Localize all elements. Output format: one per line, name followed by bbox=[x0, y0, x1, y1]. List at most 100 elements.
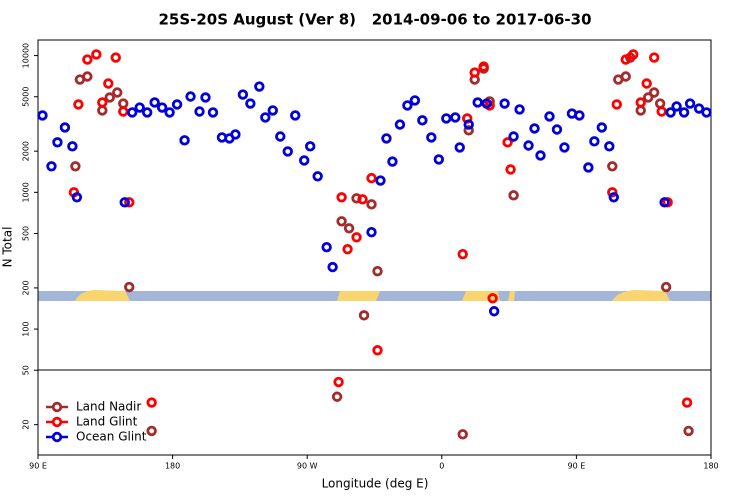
point bbox=[254, 81, 265, 92]
series bbox=[37, 81, 712, 317]
point bbox=[635, 97, 646, 108]
point bbox=[91, 49, 102, 60]
point bbox=[463, 119, 474, 130]
point bbox=[457, 248, 468, 260]
point bbox=[282, 146, 293, 157]
point bbox=[103, 78, 114, 89]
point bbox=[237, 89, 249, 100]
point bbox=[678, 107, 690, 118]
point bbox=[574, 110, 585, 121]
point bbox=[37, 110, 48, 121]
point bbox=[127, 107, 138, 118]
point bbox=[441, 113, 452, 124]
point bbox=[551, 124, 563, 135]
point bbox=[535, 150, 546, 161]
point bbox=[343, 223, 355, 234]
point bbox=[171, 99, 183, 110]
point bbox=[245, 98, 256, 109]
point bbox=[164, 107, 175, 118]
point bbox=[701, 107, 712, 118]
point bbox=[156, 102, 168, 113]
point bbox=[179, 135, 190, 146]
point bbox=[141, 107, 153, 118]
point bbox=[659, 197, 670, 208]
point bbox=[478, 61, 489, 72]
point bbox=[149, 97, 160, 108]
point bbox=[381, 133, 392, 144]
point bbox=[124, 197, 135, 208]
point bbox=[417, 115, 428, 126]
point bbox=[589, 136, 600, 147]
point bbox=[321, 241, 332, 253]
y-tick-label: 200 bbox=[22, 280, 31, 295]
point bbox=[97, 97, 108, 108]
point bbox=[508, 131, 519, 142]
point bbox=[469, 67, 480, 78]
point bbox=[207, 107, 219, 118]
point bbox=[523, 140, 534, 151]
x-tick-label: 90 W bbox=[297, 462, 318, 471]
point bbox=[648, 52, 660, 63]
point bbox=[331, 391, 343, 402]
point bbox=[70, 161, 81, 172]
point bbox=[333, 376, 344, 388]
legend-label: Land Nadir bbox=[76, 400, 141, 414]
point bbox=[304, 141, 316, 152]
point bbox=[683, 425, 694, 437]
point bbox=[559, 142, 570, 153]
point bbox=[665, 107, 676, 118]
point bbox=[463, 125, 474, 136]
point bbox=[230, 129, 241, 140]
point bbox=[67, 141, 78, 152]
point bbox=[336, 216, 347, 227]
point bbox=[611, 99, 622, 110]
point bbox=[267, 105, 279, 116]
point bbox=[472, 97, 483, 108]
point bbox=[684, 98, 696, 109]
point bbox=[505, 164, 516, 175]
point bbox=[487, 293, 498, 304]
y-tick-label: 1000 bbox=[22, 182, 31, 202]
point bbox=[544, 111, 555, 122]
land-band bbox=[462, 291, 500, 301]
land-band bbox=[337, 291, 380, 301]
point bbox=[394, 119, 406, 130]
point bbox=[433, 154, 445, 165]
point bbox=[508, 190, 519, 201]
point bbox=[71, 192, 83, 203]
point bbox=[641, 78, 652, 89]
point bbox=[275, 131, 286, 142]
point bbox=[457, 429, 468, 440]
point bbox=[185, 91, 196, 102]
point bbox=[454, 142, 465, 153]
land-band bbox=[75, 290, 130, 301]
point bbox=[46, 161, 57, 172]
point bbox=[529, 123, 540, 134]
point bbox=[620, 71, 631, 82]
point bbox=[52, 137, 63, 148]
point bbox=[299, 155, 310, 166]
point bbox=[112, 87, 123, 98]
map-strip bbox=[38, 290, 711, 301]
land-band bbox=[612, 290, 670, 301]
point bbox=[671, 101, 682, 112]
point bbox=[366, 199, 377, 210]
point bbox=[656, 106, 667, 117]
x-tick-label: 180 bbox=[703, 462, 718, 471]
point bbox=[351, 232, 362, 243]
point bbox=[372, 345, 383, 356]
chart-title: 25S-20S August (Ver 8) 2014-09-06 to 201… bbox=[158, 11, 591, 29]
x-axis-title: Longitude (deg E) bbox=[322, 477, 429, 491]
point bbox=[290, 110, 301, 121]
point bbox=[608, 192, 619, 203]
point bbox=[342, 243, 353, 255]
point bbox=[502, 137, 513, 148]
legend-marker bbox=[51, 401, 63, 413]
point bbox=[596, 122, 608, 133]
point bbox=[119, 197, 130, 208]
point bbox=[514, 104, 525, 115]
y-axis-title: N Total bbox=[1, 227, 15, 268]
x-tick-label: 180 bbox=[165, 462, 180, 471]
